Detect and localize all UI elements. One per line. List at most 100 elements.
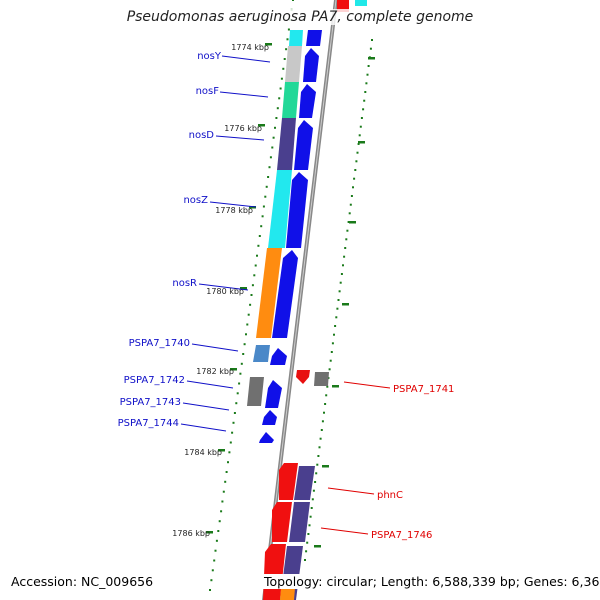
ring-major-tick [218,449,225,452]
gene-label-PSPA7_1740[interactable]: PSPA7_1740 [129,338,190,349]
cog-block-PSPA7_1741 [314,372,329,386]
ring-tick-dot [338,290,341,293]
ring-tick-dot [324,403,327,405]
gene-label-nosZ[interactable]: nosZ [183,195,208,206]
ring-tick-dot [275,117,278,119]
tick-rings [206,0,375,591]
gene-label-PSPA7_1741[interactable]: PSPA7_1741 [393,384,454,395]
kbp-label-1780: 1780 kbp [206,287,244,296]
ring-major-tick [368,57,375,60]
ring-tick-dot [308,524,311,527]
leader-PSPA7_1743 [182,402,230,411]
cog-block-nosY [285,46,302,82]
ring-tick-dot [316,463,319,466]
ring-tick-dot [365,82,368,85]
gene-label-PSPA7_1744[interactable]: PSPA7_1744 [118,418,179,429]
cog-block-phnC [294,466,315,500]
ring-tick-dot [307,533,310,535]
gene-label-PSPA7_1742[interactable]: PSPA7_1742 [124,375,185,386]
ring-tick-dot [225,471,228,473]
gene-label-PSPA7_1743[interactable]: PSPA7_1743 [120,397,181,408]
gene-label-PSPA7_1746[interactable]: PSPA7_1746 [371,530,432,541]
ring-tick-dot [317,455,320,457]
gene-label-nosD[interactable]: nosD [189,130,215,141]
ring-tick-dot [309,515,312,518]
ring-tick-dot [224,480,227,483]
ring-tick-dot [262,205,265,208]
ring-tick-dot [337,299,340,301]
ring-tick-dot [250,294,253,296]
ring-tick-dot [287,28,290,31]
gene-arrow-top [306,30,322,46]
ring-tick-dot [328,368,331,371]
ring-tick-dot [221,500,224,503]
ring-tick-dot [232,421,235,424]
ring-major-tick [332,385,339,388]
ring-tick-dot [227,461,229,464]
ring-tick-dot [236,392,239,395]
ring-tick-dot [220,510,223,513]
accession-text: Accession: NC_009656 [9,574,156,589]
leader-PSPA7_1744 [180,423,227,432]
ring-major-tick [258,124,265,127]
cog-block-nosZ [268,170,292,248]
gene-label-phnC[interactable]: phnC [377,490,403,501]
gene-label-nosR[interactable]: nosR [172,278,197,289]
ring-tick-dot [339,281,342,284]
kbp-label-1782: 1782 kbp [196,367,234,376]
ring-tick-dot [342,264,344,267]
gene-label-nosF[interactable]: nosF [196,86,220,97]
ring-tick-dot [348,212,351,215]
cog-block-PSPA7_1746 [289,502,310,542]
ring-tick-dot [354,169,357,171]
ring-major-tick [240,287,247,290]
ring-tick-dot [238,382,241,385]
kbp-label-1784: 1784 kbp [184,448,222,457]
ring-tick-dot [321,420,324,423]
gene-arrow-PSPA7_1744 [259,432,274,443]
leader-PSPA7_1741 [343,381,391,389]
gene-labels: nosY nosF nosD nosZ nosR PSPA7_1740 PSPA… [118,51,455,541]
leader-nosZ [209,201,257,208]
ring-tick-dot [357,143,360,145]
ring-tick-dot [268,166,271,169]
leader-nosR [198,283,249,291]
ring-tick-dot [319,437,322,440]
ring-tick-dot [215,539,218,542]
genome-backbone-highlight [263,0,337,600]
ring-tick-dot [366,73,369,76]
ring-tick-dot [364,91,367,93]
ring-tick-dot [213,559,216,562]
ring-tick-dot [239,372,242,375]
kbp-label-1774: 1774 kbp [231,43,269,52]
ring-tick-dot [218,520,221,523]
ring-tick-dot [278,97,281,100]
ring-tick-dot [330,351,333,353]
leader-PSPA7_1740 [191,343,239,352]
ring-tick-dot [228,451,231,454]
forward-gene-arrows [259,30,322,443]
leader-PSPA7_1742 [186,380,234,389]
leader-nosF [219,91,269,98]
ring-tick-dot [331,342,334,345]
ring-tick-dot [265,185,268,188]
gene-arrow-nosZ [286,172,308,248]
gene-label-nosY[interactable]: nosY [197,51,222,62]
ring-tick-dot [311,498,314,501]
ring-tick-dot [280,77,283,80]
leader-nosY [221,55,271,63]
ring-tick-dot [240,362,243,365]
ring-tick-dot [209,589,211,591]
cog-block-PSPA7_1742 [247,377,264,406]
ring-tick-dot [245,333,247,336]
gene-arrow-phnC [279,463,298,500]
cog-block-nosR [256,248,282,338]
ring-tick-dot [345,238,348,241]
ring-tick-dot [358,134,361,137]
ring-tick-dot [329,359,332,362]
ring-tick-dot [246,323,249,326]
ring-tick-dot [315,472,318,475]
ring-major-tick [230,368,237,371]
